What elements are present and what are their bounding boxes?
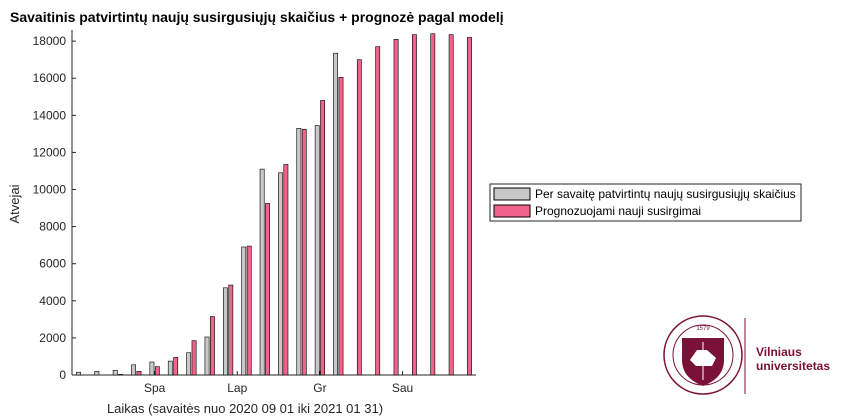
bar-observed bbox=[204, 336, 210, 376]
chart-title: Savaitinis patvirtintų naujų susirgusiųj… bbox=[10, 9, 504, 25]
svg-text:1579: 1579 bbox=[696, 326, 710, 332]
bar-forecast bbox=[301, 128, 307, 376]
bar-observed bbox=[131, 364, 136, 376]
logo-name-line2: universitetas bbox=[756, 359, 830, 373]
bar-forecast bbox=[265, 203, 270, 376]
bar-forecast bbox=[118, 374, 124, 376]
y-tick-label: 0 bbox=[59, 368, 66, 382]
bar-forecast bbox=[338, 76, 344, 376]
bar-observed bbox=[241, 246, 247, 376]
y-tick-label: 16000 bbox=[33, 71, 67, 85]
legend: Per savaitę patvirtintų naujų susirgusių… bbox=[489, 183, 802, 222]
legend-label-forecast: Prognozuojami nauji susirgimai bbox=[535, 204, 701, 218]
bar-forecast bbox=[228, 284, 234, 376]
bar-observed bbox=[314, 125, 320, 376]
bar-observed bbox=[296, 128, 302, 376]
bar-forecast bbox=[283, 164, 289, 376]
bar-observed bbox=[333, 52, 338, 376]
bar-forecast bbox=[320, 100, 326, 376]
x-tick-label: Gr bbox=[313, 381, 326, 395]
bar-forecast bbox=[356, 59, 362, 376]
bar-observed bbox=[167, 360, 173, 376]
bar-observed bbox=[94, 370, 100, 376]
bar-forecast bbox=[412, 34, 417, 376]
bar-forecast bbox=[448, 34, 454, 376]
bar-observed bbox=[149, 361, 155, 376]
bar-observed bbox=[76, 371, 81, 376]
x-tick-label: Sau bbox=[392, 381, 413, 395]
bar-forecast bbox=[467, 37, 472, 376]
bars bbox=[76, 33, 472, 376]
legend-swatch-observed bbox=[493, 187, 531, 201]
x-tick-label: Spa bbox=[144, 381, 166, 395]
bar-forecast bbox=[136, 370, 142, 376]
bar-observed bbox=[259, 168, 265, 376]
y-ticks: 0 2000 4000 6000 8000 10000 12000 14000 16000 180… bbox=[33, 34, 76, 382]
y-tick-label: 6000 bbox=[39, 257, 66, 271]
y-tick-label: 4000 bbox=[39, 294, 66, 308]
legend-swatch-forecast bbox=[493, 204, 531, 218]
bar-forecast bbox=[154, 366, 160, 376]
bar-forecast bbox=[430, 33, 436, 376]
y-tick-label: 14000 bbox=[33, 108, 67, 122]
bar-forecast bbox=[191, 340, 197, 376]
bar-forecast bbox=[173, 357, 179, 376]
logo-name-line1: Vilniaus bbox=[756, 345, 802, 359]
bar-observed bbox=[186, 352, 192, 376]
bar-forecast bbox=[393, 38, 399, 376]
x-ticks: Spa Lap Gr Sau bbox=[144, 371, 413, 395]
bar-forecast bbox=[246, 245, 252, 376]
bar-forecast bbox=[375, 46, 381, 376]
bar-observed bbox=[112, 370, 118, 376]
legend-label-observed: Per savaitę patvirtintų naujų susirgusių… bbox=[535, 187, 796, 201]
bar-forecast bbox=[210, 316, 215, 376]
y-tick-label: 18000 bbox=[33, 34, 67, 48]
y-tick-label: 10000 bbox=[33, 183, 67, 197]
x-axis-label: Laikas (savaitės nuo 2020 09 01 iki 2021… bbox=[107, 401, 383, 416]
y-axis-label: Atvejai bbox=[7, 184, 22, 223]
vilnius-university-logo: 1579 Vilniaus universitetas bbox=[663, 315, 830, 395]
bar-observed bbox=[222, 287, 228, 376]
y-tick-label: 8000 bbox=[39, 220, 66, 234]
x-tick-label: Lap bbox=[227, 381, 247, 395]
bar-observed bbox=[278, 172, 283, 376]
y-tick-label: 2000 bbox=[39, 331, 66, 345]
legend-box bbox=[489, 183, 802, 222]
y-tick-label: 12000 bbox=[33, 145, 67, 159]
university-seal-icon: 1579 bbox=[663, 315, 743, 395]
